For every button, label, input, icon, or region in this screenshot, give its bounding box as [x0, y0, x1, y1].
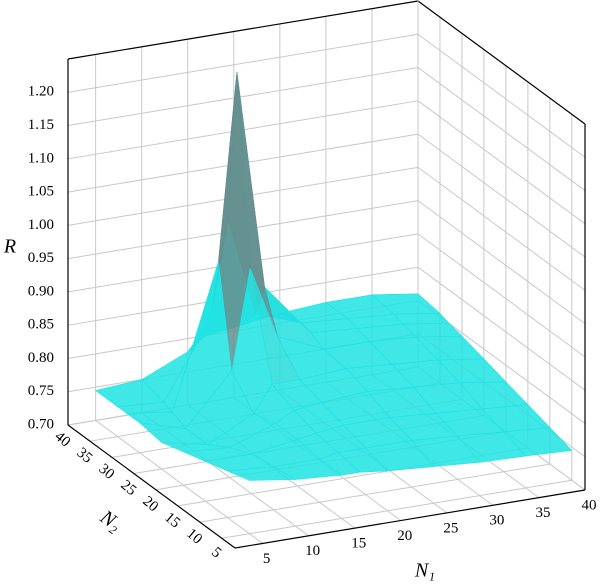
grid-line [67, 33, 419, 93]
y-tick-label: 40 [51, 429, 73, 451]
grid-line [417, 200, 586, 325]
x-tick-label: 25 [443, 520, 458, 536]
z-tick-label: 0.70 [28, 416, 54, 432]
grid-line [221, 479, 572, 539]
z-tick-label: 0.95 [28, 250, 54, 266]
z-tick-label: 1.20 [28, 84, 54, 100]
box-edge [234, 489, 586, 549]
x-axis-label: N₁ [414, 560, 435, 582]
grid-line [417, 133, 586, 258]
grid-line [199, 463, 550, 523]
x-tick-label: 30 [489, 513, 504, 529]
grid-line [417, 266, 586, 391]
z-tick-label: 1.00 [28, 217, 54, 233]
grid-line [417, 100, 586, 225]
y-tick-label: 10 [183, 526, 205, 548]
surface-patch [393, 313, 450, 325]
x-tick-label: 10 [305, 543, 320, 559]
y-tick-label: 15 [161, 510, 183, 532]
grid-line [417, 67, 586, 191]
x-tick-label: 20 [397, 528, 412, 544]
y-tick-label: 5 [208, 544, 224, 561]
z-tick-label: 0.75 [28, 383, 54, 399]
z-tick-label: 1.10 [28, 150, 54, 166]
y-tick-label: 20 [139, 493, 161, 515]
z-tick-label: 1.05 [28, 184, 54, 200]
z-axis-label: R [3, 236, 16, 258]
z-tick-label: 0.90 [28, 283, 54, 299]
z-tick-label: 1.15 [28, 117, 54, 133]
box-edge [417, 0, 586, 125]
y-tick-label: 35 [73, 445, 95, 467]
x-tick-label: 40 [582, 497, 597, 513]
y-axis-label: N₂ [95, 505, 125, 535]
grid-line [67, 67, 419, 127]
grid-line [417, 166, 586, 291]
x-tick-label: 35 [535, 505, 550, 521]
surface-patch [227, 466, 297, 481]
box-edge [67, 424, 236, 549]
box-edge [67, 0, 419, 60]
y-tick-label: 25 [117, 477, 139, 499]
grid-line [95, 420, 263, 544]
y-tick-label: 30 [95, 461, 117, 483]
grid-line [417, 233, 586, 358]
x-tick-label: 5 [263, 551, 271, 567]
grid-line [417, 33, 586, 158]
z-tick-label: 0.85 [28, 317, 54, 333]
z-tick-label: 0.80 [28, 350, 54, 366]
x-tick-label: 15 [351, 536, 366, 552]
